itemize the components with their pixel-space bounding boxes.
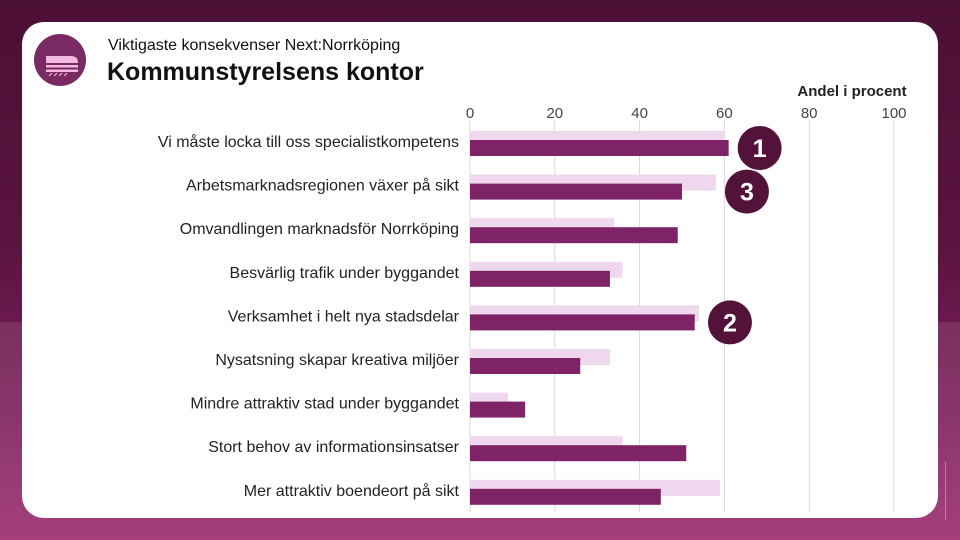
bar-series-2 xyxy=(470,183,682,200)
page-title: Kommunstyrelsens kontor xyxy=(107,58,424,86)
category-label: Mindre attraktiv stad under byggandet xyxy=(190,396,459,413)
rank-badge-label: 3 xyxy=(740,179,754,207)
rank-badge xyxy=(737,126,782,170)
frame-mark xyxy=(945,462,960,520)
x-tick-label: 60 xyxy=(716,105,733,122)
category-label: Verksamhet i helt nya stadsdelar xyxy=(228,308,460,325)
x-tick-label: 40 xyxy=(631,105,648,122)
category-label: Mer attraktiv boendeort på sikt xyxy=(244,482,460,500)
bar-series-2 xyxy=(470,140,729,156)
bar-series-2 xyxy=(470,227,678,244)
bar-series-2 xyxy=(470,401,526,418)
x-tick-label: 0 xyxy=(466,105,474,122)
bar-series-2 xyxy=(470,488,661,505)
bar-series-2 xyxy=(470,445,687,462)
bar-series-2 xyxy=(470,358,581,374)
rank-badge xyxy=(707,300,752,345)
rank-badge-label: 1 xyxy=(753,135,767,163)
rank-badge-label: 2 xyxy=(723,309,737,337)
x-tick-label: 80 xyxy=(801,105,818,122)
category-label: Arbetsmarknadsregionen växer på sikt xyxy=(186,177,460,195)
category-label: Vi måste locka till oss specialistkompet… xyxy=(158,133,459,151)
bar-series-2 xyxy=(470,270,610,287)
category-label: Omvandlingen marknadsför Norrköping xyxy=(180,221,459,238)
bar-chart: 0 20 40 60 80 100 Vi måste locka till oss spec… xyxy=(158,105,907,512)
x-tick-label: 100 xyxy=(881,105,906,122)
x-axis-label: Andel i procent xyxy=(797,83,907,100)
category-label: Stort behov av informationsinsatser xyxy=(208,439,459,456)
slide-card: Viktigaste konsekvenser Next:Norrköping … xyxy=(22,22,938,518)
page-subtitle: Viktigaste konsekvenser Next:Norrköping xyxy=(108,37,401,54)
train-logo-icon xyxy=(34,34,86,86)
rank-badge xyxy=(724,169,769,214)
x-tick-label: 20 xyxy=(546,105,563,122)
category-label: Nysatsning skapar kreativa miljöer xyxy=(215,352,459,369)
bar-series-2 xyxy=(470,314,695,331)
category-label: Besvärlig trafik under byggandet xyxy=(230,265,460,282)
